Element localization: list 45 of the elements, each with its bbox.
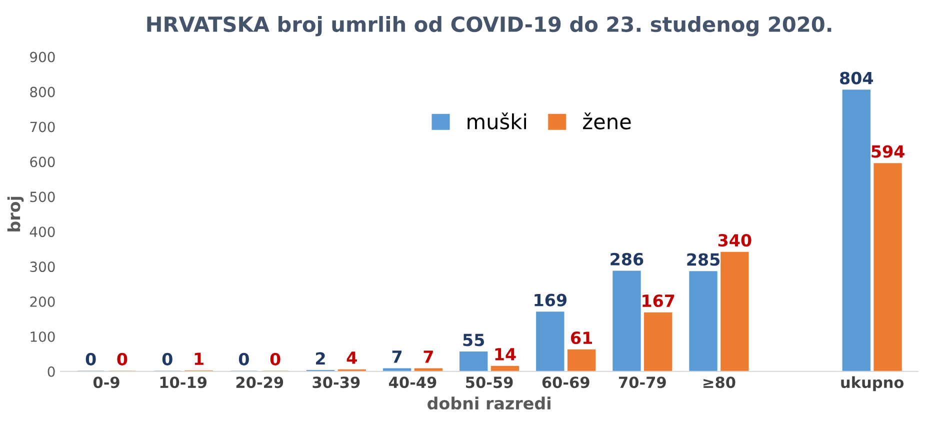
data-label: 4 bbox=[346, 352, 357, 364]
data-label: 14 bbox=[495, 348, 516, 360]
y-tick-label: 800 bbox=[30, 86, 55, 98]
data-label: 7 bbox=[392, 350, 402, 363]
x-tick-label: 30-39 bbox=[312, 376, 360, 388]
data-label: 804 bbox=[840, 72, 874, 84]
x-tick-label: ukupno bbox=[841, 376, 904, 392]
y-tick-label: 700 bbox=[30, 122, 55, 132]
legend-label: žene bbox=[583, 112, 631, 130]
data-label: 0 bbox=[238, 352, 249, 366]
data-label: 55 bbox=[463, 334, 484, 346]
data-label: 169 bbox=[534, 294, 566, 306]
y-axis-title: broj bbox=[7, 196, 24, 232]
chart-title: HRVATSKA broj umrlih od COVID-19 do 23. studenog 2020. bbox=[147, 16, 832, 36]
x-tick-label: 20-29 bbox=[236, 376, 284, 388]
y-tick-label: 900 bbox=[30, 52, 55, 62]
data-label: 1 bbox=[194, 352, 204, 365]
data-label: 594 bbox=[872, 145, 904, 158]
data-label: 0 bbox=[162, 352, 172, 366]
x-tick-label: 10-19 bbox=[160, 376, 207, 388]
y-tick-label: 600 bbox=[30, 156, 55, 168]
y-tick-label: 400 bbox=[30, 226, 55, 238]
data-label: 167 bbox=[642, 294, 674, 308]
x-tick-label: ≥80 bbox=[704, 376, 736, 388]
data-label: 285 bbox=[687, 253, 720, 266]
x-tick-label: 70-79 bbox=[619, 376, 666, 388]
data-label: 2 bbox=[316, 352, 325, 365]
x-axis-title: dobni razredi bbox=[428, 396, 550, 410]
x-tick-label: 50-59 bbox=[466, 376, 513, 388]
y-tick-label: 100 bbox=[30, 331, 55, 342]
data-label: 0 bbox=[86, 352, 96, 366]
data-label: 61 bbox=[570, 332, 592, 344]
legend-label: muški bbox=[468, 112, 526, 130]
data-label: 0 bbox=[117, 352, 128, 366]
data-label: 340 bbox=[718, 234, 752, 247]
y-tick-label: 200 bbox=[30, 296, 55, 308]
data-label: 7 bbox=[424, 350, 433, 363]
y-tick-label: 300 bbox=[30, 262, 55, 272]
data-label: 0 bbox=[270, 352, 280, 366]
y-tick-label: 500 bbox=[30, 192, 55, 202]
x-tick-label: 60-69 bbox=[542, 376, 590, 388]
data-label: 286 bbox=[610, 252, 644, 266]
x-tick-label: 0-9 bbox=[93, 376, 120, 388]
x-tick-label: 40-49 bbox=[389, 376, 436, 388]
y-tick-label: 0 bbox=[48, 366, 55, 377]
